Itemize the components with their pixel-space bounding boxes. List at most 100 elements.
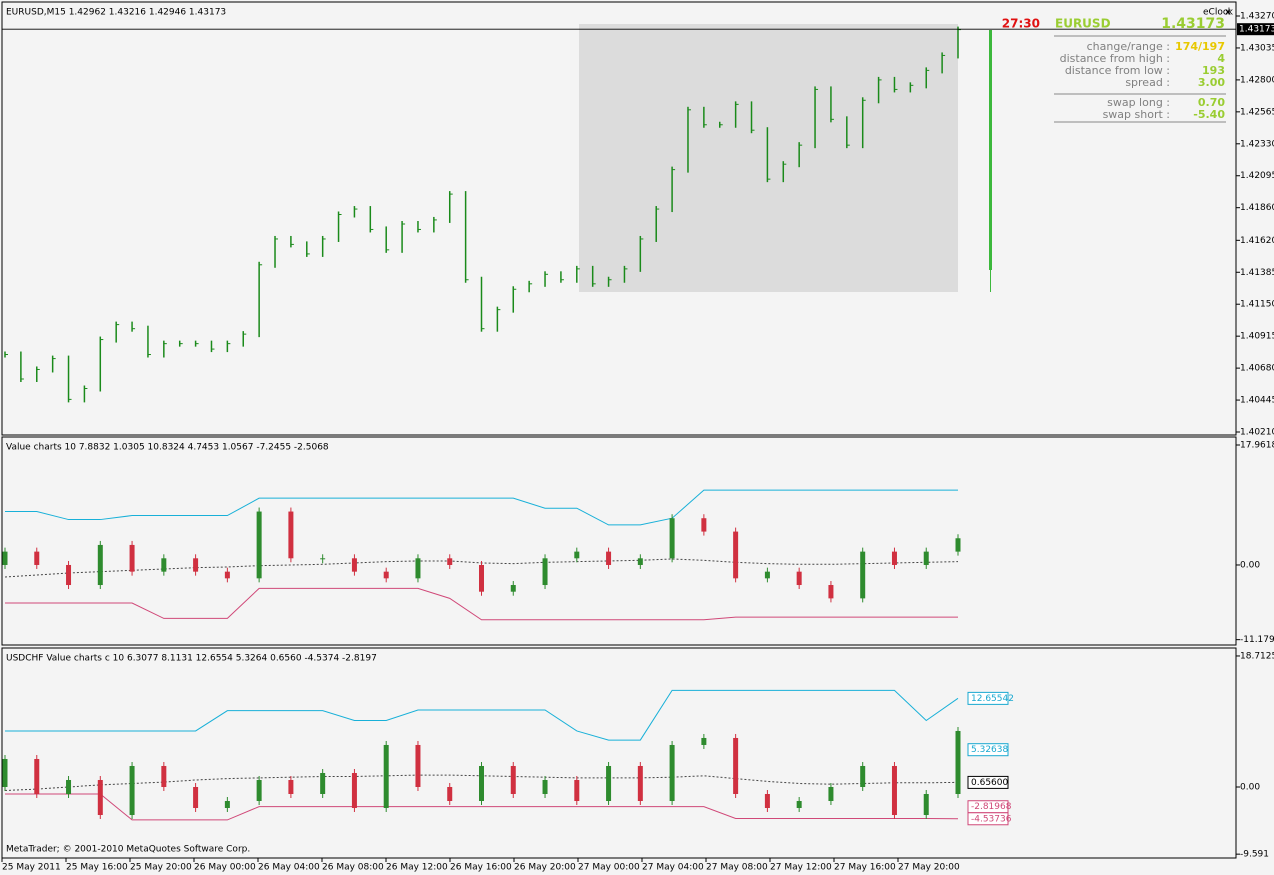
candle	[224, 801, 230, 809]
close-button[interactable]: x	[1225, 8, 1231, 18]
panel-title: Value charts 10 7.8832 1.0305 10.8324 4.…	[6, 443, 329, 453]
panel-frame	[1, 436, 1237, 646]
x-tick-label: 26 May 12:00	[386, 863, 448, 873]
y-tick-label: -9.591	[1240, 850, 1269, 860]
candle	[542, 779, 548, 794]
x-tick-label: 26 May 20:00	[514, 863, 576, 873]
y-tick-label: 18.7125	[1240, 651, 1274, 661]
lower-line	[5, 587, 958, 621]
eclock-bar-tail	[990, 270, 991, 292]
y-tick-label: 0.00	[1240, 782, 1260, 792]
candle	[193, 558, 199, 572]
candle	[860, 765, 866, 787]
candle	[574, 551, 580, 559]
candle	[701, 737, 707, 745]
candle	[320, 772, 326, 794]
level-box	[967, 743, 1009, 757]
candle	[764, 793, 770, 809]
candle	[288, 779, 294, 794]
x-tick-label: 26 May 16:00	[450, 863, 512, 873]
price: 1.43173	[1161, 16, 1225, 32]
candle	[288, 511, 294, 559]
info-label: distance from low :	[1065, 64, 1170, 77]
eclock-title: eClock	[1203, 8, 1234, 18]
candle	[637, 558, 643, 565]
candle	[256, 779, 262, 802]
y-tick-label: 1.41620	[1240, 236, 1274, 246]
candle	[415, 744, 421, 787]
info-label: spread :	[1125, 76, 1170, 89]
candle	[606, 551, 612, 565]
candle	[66, 779, 72, 794]
candle	[161, 558, 167, 572]
y-tick-label: 1.41860	[1240, 203, 1274, 213]
candle	[891, 765, 897, 816]
candle	[860, 551, 866, 599]
x-tick-label: 26 May 04:00	[258, 863, 320, 873]
candle	[2, 551, 8, 565]
y-tick-label: 1.40445	[1240, 396, 1274, 406]
level-label: 0.65600	[971, 778, 1008, 788]
y-tick-label: -11.1794	[1240, 635, 1274, 645]
y-tick-label: 1.41385	[1240, 268, 1274, 278]
candle	[891, 551, 897, 565]
y-tick-label: 1.40210	[1240, 428, 1274, 438]
x-tick-label: 27 May 08:00	[706, 863, 768, 873]
info-value: 193	[1202, 64, 1225, 77]
y-tick-label: 1.42330	[1240, 139, 1274, 149]
x-tick-label: 25 May 20:00	[130, 863, 192, 873]
candle	[606, 765, 612, 802]
x-tick-label: 25 May 16:00	[66, 863, 128, 873]
panel-title: USDCHF Value charts c 10 6.3077 8.1131 1…	[6, 654, 377, 664]
current-price-label: 1.43173	[1239, 25, 1274, 35]
candle	[828, 585, 834, 599]
info-label: distance from high :	[1060, 52, 1170, 65]
candle	[97, 544, 103, 586]
level-box	[967, 775, 1009, 789]
candle	[510, 765, 516, 794]
candle	[320, 558, 326, 560]
candle	[34, 551, 40, 565]
candle	[351, 558, 357, 572]
candle	[510, 585, 516, 592]
level-label: -4.53736	[971, 814, 1012, 824]
y-tick-label: 1.41150	[1240, 300, 1274, 310]
x-tick-label: 25 May 2011	[2, 863, 61, 873]
level-label: -2.81968	[971, 802, 1012, 812]
x-tick-label: 27 May 04:00	[642, 863, 704, 873]
panel-frame	[1, 1, 1237, 436]
candle	[447, 786, 453, 802]
candle	[129, 765, 135, 816]
candle	[923, 793, 929, 816]
candle	[479, 765, 484, 802]
candle	[796, 571, 802, 586]
y-tick-label: 1.42565	[1240, 107, 1274, 117]
y-tick-label: 1.40680	[1240, 364, 1274, 374]
y-tick-label: 1.42095	[1240, 171, 1274, 181]
candle	[828, 786, 834, 802]
candle	[34, 758, 40, 794]
candle	[129, 544, 135, 572]
y-tick-label: 1.43035	[1240, 43, 1274, 53]
info-value: 174/197	[1175, 40, 1225, 53]
candle	[97, 779, 103, 816]
candle	[193, 786, 199, 809]
candle	[542, 558, 548, 586]
candle	[955, 730, 961, 794]
candle	[923, 551, 929, 565]
x-tick-label: 26 May 08:00	[322, 863, 384, 873]
upper-line	[5, 489, 958, 526]
symbol: EURUSD	[1055, 17, 1111, 31]
candle	[955, 538, 961, 552]
candle	[415, 558, 421, 579]
lower-line	[5, 793, 959, 821]
panel-title: EURUSD,M15 1.42962 1.43216 1.42946 1.431…	[6, 8, 226, 18]
x-tick-label: 26 May 00:00	[194, 863, 256, 873]
info-value: 3.00	[1198, 76, 1225, 89]
candle	[637, 765, 643, 802]
info-value: 0.70	[1198, 96, 1225, 109]
x-tick-label: 27 May 20:00	[898, 863, 960, 873]
level-label: 12.65542	[971, 694, 1014, 704]
info-value: -5.40	[1193, 108, 1225, 121]
